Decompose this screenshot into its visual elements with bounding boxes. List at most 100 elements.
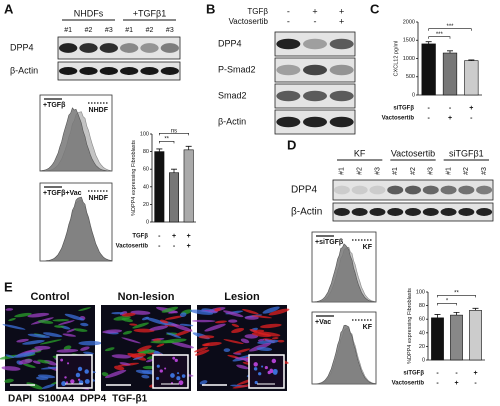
- bar: [450, 314, 463, 361]
- blot-band: [333, 185, 350, 195]
- label: #1: [125, 27, 133, 34]
- cell: [104, 347, 115, 352]
- label: -: [427, 115, 430, 122]
- cell: [199, 380, 208, 385]
- blot-band: [140, 67, 159, 75]
- cell: [121, 317, 133, 323]
- label: NHDF: [89, 195, 109, 202]
- cell: [231, 323, 240, 328]
- label: 60: [419, 317, 425, 323]
- label: 80: [143, 149, 149, 155]
- label: β-Actin: [218, 116, 246, 126]
- label: -: [287, 6, 290, 16]
- label: -: [427, 105, 430, 112]
- cell: [132, 322, 149, 329]
- label: +: [454, 380, 458, 387]
- cell: [257, 331, 281, 337]
- cell: [133, 328, 155, 333]
- inset-cell: [176, 372, 180, 375]
- inset-cell: [176, 376, 181, 381]
- inset-cell: [253, 362, 258, 367]
- cell: [249, 329, 258, 333]
- label: TGF-β1: [112, 394, 147, 405]
- label: Non-lesion: [118, 291, 175, 303]
- cell: [80, 346, 90, 351]
- significance-bracket: [437, 295, 476, 298]
- label: 0: [422, 357, 425, 363]
- cell: [122, 330, 133, 335]
- cell: [234, 357, 251, 361]
- label: **: [454, 290, 459, 296]
- cell: [111, 312, 125, 315]
- label: Vactosertib: [391, 148, 435, 158]
- panel-label: E: [4, 279, 13, 294]
- label: #3: [105, 27, 113, 34]
- inset-cell: [65, 381, 69, 384]
- label: -: [436, 370, 439, 377]
- inset-cell: [264, 366, 268, 370]
- label: 0: [146, 219, 149, 225]
- label: #2: [357, 167, 364, 175]
- blot-band: [120, 67, 139, 75]
- blot-band: [79, 67, 98, 75]
- inset-cell: [156, 364, 160, 368]
- cell: [80, 322, 89, 327]
- bar: [183, 149, 194, 223]
- label: ***: [446, 24, 454, 30]
- blot-band: [99, 43, 118, 53]
- cell: [4, 378, 14, 383]
- error-bar: [472, 307, 479, 311]
- inset-cell: [254, 380, 258, 385]
- inset-cell: [77, 378, 81, 381]
- error-bar: [434, 314, 441, 318]
- label: +: [187, 243, 191, 250]
- cell: [251, 315, 272, 319]
- label: 80: [419, 303, 425, 309]
- label: #2: [146, 27, 154, 34]
- blot-band: [59, 43, 78, 53]
- panel-label: B: [206, 1, 215, 16]
- blot-band: [405, 185, 421, 195]
- blot-band: [276, 38, 301, 50]
- blot-band: [369, 208, 386, 216]
- significance-bracket: [159, 141, 175, 144]
- label: #1: [392, 167, 399, 175]
- inset-cell: [61, 381, 67, 387]
- inset-cell: [170, 373, 175, 378]
- label: +: [172, 233, 176, 240]
- blot-band: [303, 38, 327, 50]
- blot-band: [303, 116, 327, 128]
- cell: [13, 352, 36, 358]
- blot: [57, 36, 181, 60]
- cell: [56, 349, 79, 353]
- cell: [240, 338, 250, 344]
- blot-band: [458, 208, 475, 216]
- label: DPP4: [218, 38, 242, 48]
- cell: [257, 339, 280, 344]
- cell: [32, 360, 41, 364]
- blot-band: [160, 43, 179, 53]
- cell: [189, 309, 214, 315]
- label: DPP4: [10, 42, 34, 52]
- label: 40: [419, 330, 425, 336]
- label: #2: [85, 27, 93, 34]
- cell: [159, 319, 169, 324]
- label: +: [469, 105, 473, 112]
- label: Control: [30, 291, 69, 303]
- inset: [248, 354, 285, 389]
- cell: [171, 323, 193, 332]
- label: #1: [339, 167, 346, 175]
- blot-band: [351, 185, 368, 195]
- cell: [136, 345, 152, 352]
- cell: [41, 384, 55, 389]
- cell: [73, 328, 88, 332]
- significance-bracket: [159, 133, 189, 136]
- cell: [166, 332, 182, 339]
- cell: [83, 351, 94, 355]
- label: +siTGFβ: [315, 239, 344, 246]
- cell: [236, 364, 249, 370]
- label: +Vac: [315, 319, 331, 326]
- cell: [277, 339, 285, 343]
- cell: [78, 307, 91, 312]
- error-bar: [447, 50, 453, 54]
